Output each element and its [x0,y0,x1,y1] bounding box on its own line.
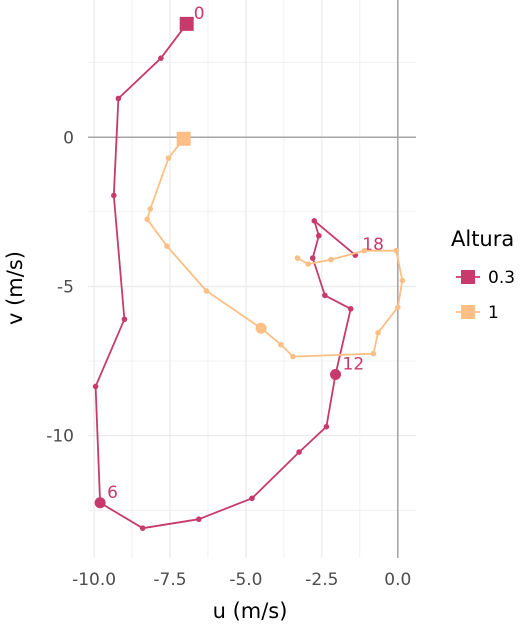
data-point [203,288,210,294]
data-point [196,516,202,523]
data-point [294,255,301,261]
legend-label: 1 [488,303,499,323]
legend-title: Altura [451,227,514,251]
series-line [94,23,356,530]
grid [88,0,416,558]
data-point [394,304,401,311]
data-point [323,423,330,430]
series-1 [144,131,406,360]
data-point [111,192,117,199]
y-tick-label: -5 [57,277,74,297]
data-point [164,243,170,249]
data-point [290,353,296,360]
legend-key-square [461,270,475,284]
data-point [158,55,164,61]
data-point [92,383,99,390]
data-point [147,206,154,212]
x-tick-label: -2.5 [305,570,338,590]
legend-key-0 [456,270,480,284]
data-point [322,292,328,299]
data-point [328,256,334,263]
y-tick-labels: -10 -5 0 [46,128,74,446]
data-point [139,525,146,531]
x-axis-title: u (m/s) [213,599,288,623]
data-point [249,495,255,502]
data-point [399,277,406,284]
data-point [370,350,377,357]
legend-label: 0.3 [488,268,515,288]
data-point [347,306,354,312]
data-point [375,329,381,336]
data-point [255,322,267,334]
x-tick-label: -7.5 [153,570,186,590]
point-label: 0 [194,4,205,24]
x-tick-label: -5.0 [229,570,262,590]
data-point [94,497,106,509]
data-point [311,218,318,224]
x-tick-label: 0.0 [384,570,411,590]
y-axis-title: v (m/s) [3,251,27,325]
y-tick-label: -10 [46,427,74,447]
data-point [316,232,322,239]
start-point [179,16,194,31]
data-point [393,247,400,254]
data-point [296,449,302,455]
point-label: 6 [107,483,118,503]
x-tick-labels: -10.0 -7.5 -5.0 -2.5 0.0 [72,570,411,590]
legend-key-square [461,305,475,319]
start-point [176,131,191,146]
data-point [305,261,311,267]
data-point [165,155,172,161]
y-tick-label: 0 [63,128,74,148]
x-tick-label: -10.0 [72,570,116,590]
data-point [144,216,151,223]
data-point [121,316,128,323]
data-point [361,247,368,254]
data-point [278,341,284,348]
legend-key-1 [456,305,480,319]
data-point [115,95,122,102]
data-point [309,255,316,261]
legend: Altura 0.3 1 [451,227,515,323]
data-point [330,368,342,380]
point-label: 12 [343,354,365,374]
